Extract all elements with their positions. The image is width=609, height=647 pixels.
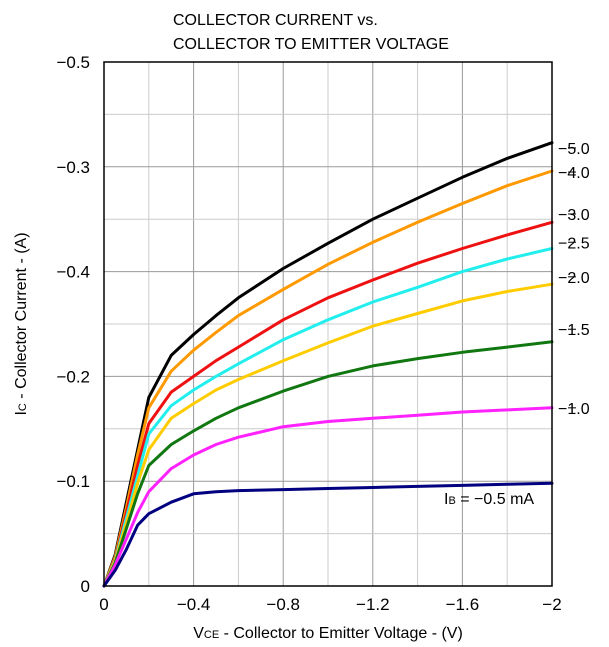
series-line — [102, 220, 554, 588]
y-tick-label: −0.5 — [56, 53, 90, 72]
series-label: −5.0 — [558, 141, 590, 158]
series-label: −2.5 — [558, 235, 590, 252]
x-axis-label-main: V — [193, 625, 204, 642]
series-labels: −5.0 −4.0 −3.0 −2.5 −2.0 −1.5 −1.0 — [558, 141, 590, 418]
series-label-ib-rest: = −0.5 mA — [456, 491, 535, 508]
series-label: −1.0 — [558, 401, 590, 418]
chart-title-line-1: COLLECTOR CURRENT vs. — [173, 12, 378, 29]
x-axis-label-rest: - Collector to Emitter Voltage - (V) — [219, 625, 463, 642]
series-label: −4.0 — [558, 165, 590, 182]
y-tick-label: −0.2 — [56, 367, 90, 386]
series-label: −1.5 — [558, 322, 590, 339]
series-label: −3.0 — [558, 207, 590, 224]
chart-title: COLLECTOR CURRENT vs. COLLECTOR TO EMITT… — [173, 12, 449, 53]
x-tick-labels: 0 −0.4 −0.8 −1.2 −1.6 −2 — [99, 595, 561, 614]
series-label: −2.0 — [558, 270, 590, 287]
x-tick-label: −0.4 — [177, 595, 211, 614]
x-tick-label: −1.6 — [446, 595, 480, 614]
y-tick-labels: 0 −0.1 −0.2 −0.4 −0.3 −0.5 — [56, 53, 90, 596]
x-tick-label: −2 — [542, 595, 561, 614]
series-line — [102, 406, 554, 588]
y-tick-label: −0.3 — [56, 158, 90, 177]
y-tick-label: 0 — [81, 577, 90, 596]
series-line — [102, 247, 554, 588]
x-axis-label: VCE - Collector to Emitter Voltage - (V) — [193, 625, 463, 642]
series-label-ib: IB = −0.5 mA — [444, 491, 534, 508]
y-axis-label-main: I — [13, 411, 30, 415]
series-label-ib-sub: B — [448, 495, 455, 507]
series-line — [102, 481, 554, 588]
y-tick-label: −0.1 — [56, 472, 90, 491]
chart-title-line-2: COLLECTOR TO EMITTER VOLTAGE — [173, 36, 449, 53]
series-lines — [102, 141, 554, 588]
y-axis-label-rest: - Collector Current - (A) — [13, 232, 30, 403]
series-line — [102, 169, 554, 588]
x-tick-label: −1.2 — [356, 595, 390, 614]
series-line — [102, 340, 554, 588]
y-tick-label: −0.4 — [56, 263, 90, 282]
y-axis-label-sub: C — [17, 403, 29, 411]
plot-frame — [103, 61, 553, 587]
x-axis-label-sub: CE — [204, 629, 219, 641]
y-axis-label: IC - Collector Current - (A) — [13, 232, 30, 415]
series-label-ib-main: I — [444, 491, 448, 508]
x-tick-label: −0.8 — [266, 595, 300, 614]
series-line — [102, 282, 554, 588]
x-tick-label: 0 — [99, 595, 108, 614]
